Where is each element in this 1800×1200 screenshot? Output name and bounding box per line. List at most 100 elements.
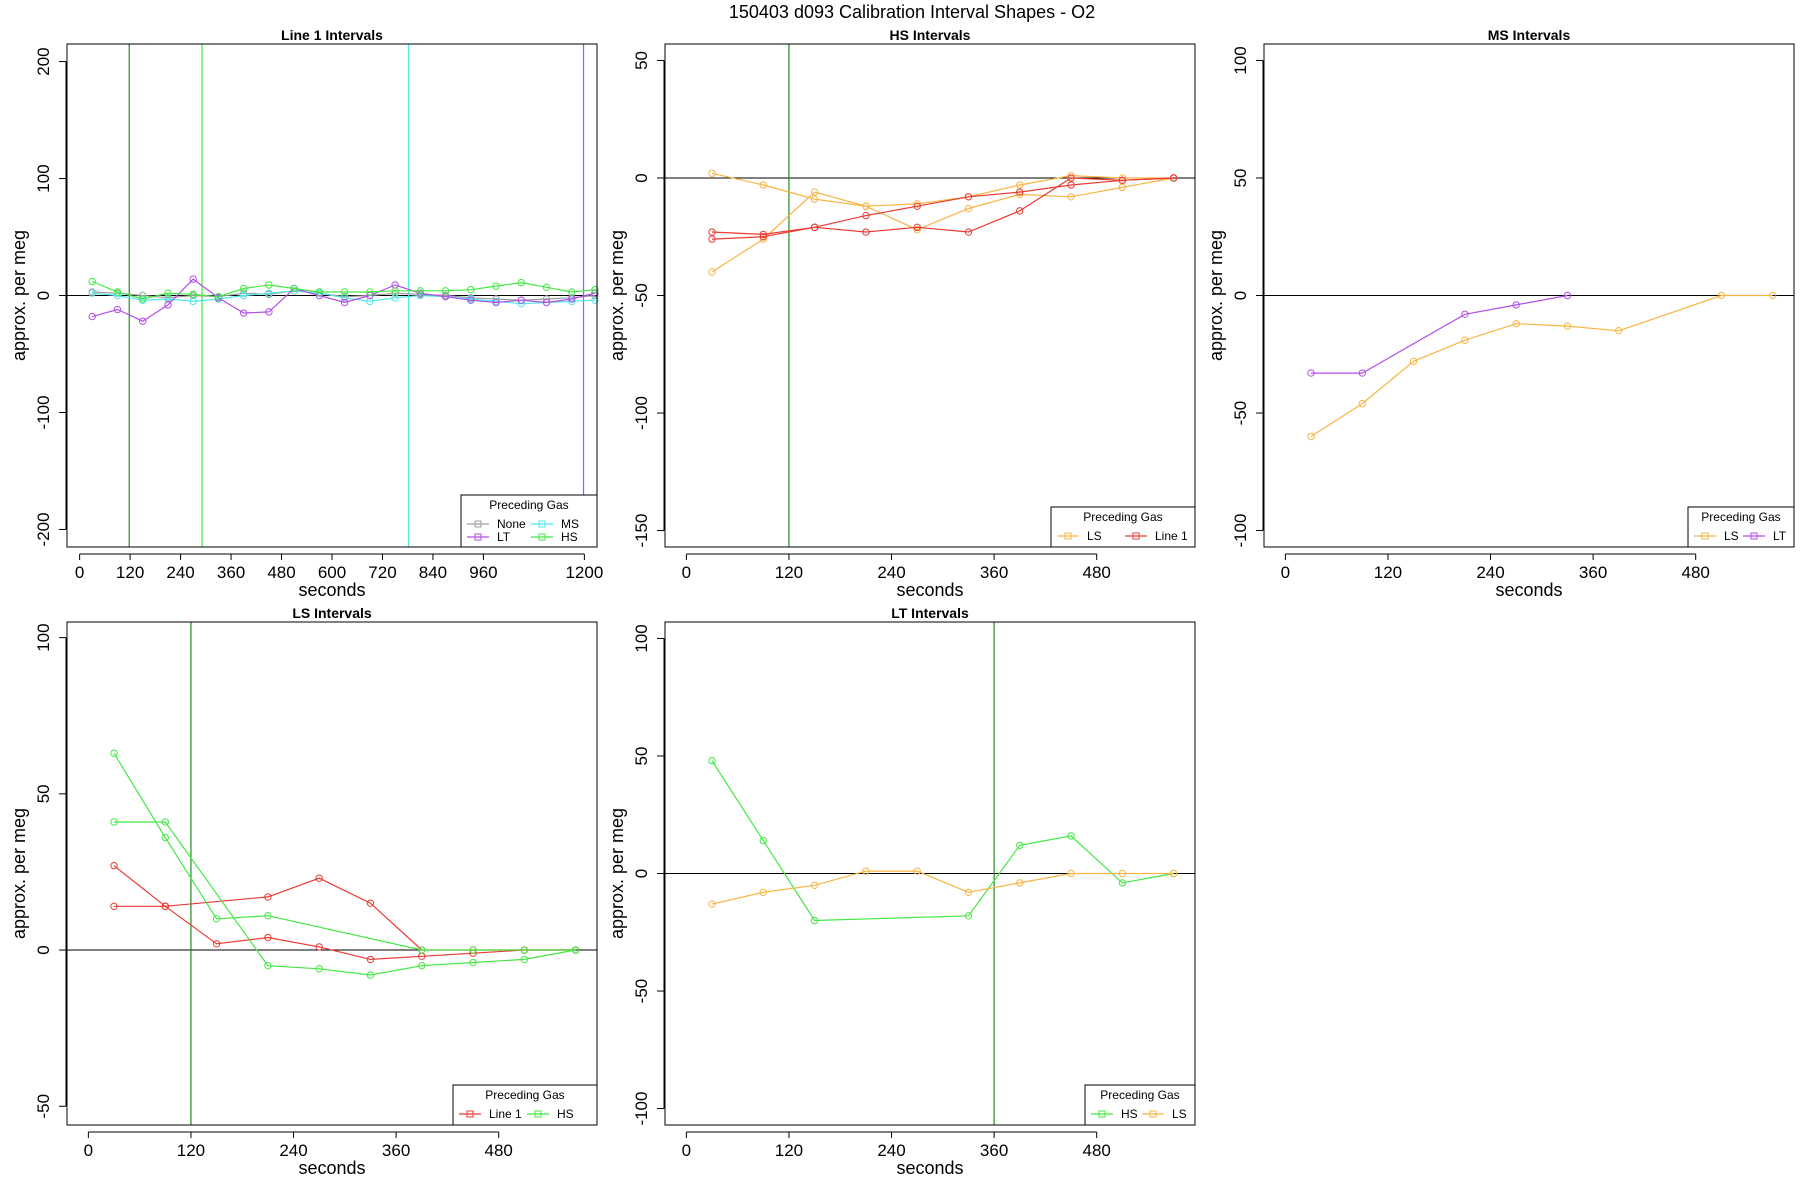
data-point-lt xyxy=(265,308,273,316)
data-point-ls xyxy=(1016,879,1024,887)
x-tick-label: 600 xyxy=(318,563,346,582)
data-point-line-1 xyxy=(913,223,921,232)
data-point-lt xyxy=(340,298,349,307)
x-tick-label: 120 xyxy=(177,1141,205,1160)
x-tick-label: 0 xyxy=(75,563,84,582)
legend-marker-none xyxy=(474,520,482,528)
data-point-hs xyxy=(212,915,221,923)
y-tick-label: -100 xyxy=(632,396,651,430)
legend-marker-hs xyxy=(534,1110,542,1118)
data-point-hs xyxy=(164,289,172,297)
data-point-ls xyxy=(1615,327,1623,335)
legend-marker-ls xyxy=(1701,532,1709,540)
data-point-hs xyxy=(88,277,96,286)
data-point-ms xyxy=(340,294,349,302)
data-point-hs xyxy=(110,749,118,757)
series-line-hs xyxy=(114,821,576,976)
data-point-ls xyxy=(810,195,819,203)
data-point-none xyxy=(239,289,248,297)
x-tick-label: 0 xyxy=(682,1141,691,1160)
y-tick-label: 0 xyxy=(34,945,53,954)
data-point-ls xyxy=(1118,183,1127,192)
panel-hs-intervals: HS Intervals 0 120 240 360 480 seconds -150 -100… xyxy=(607,27,1196,600)
data-point-ls xyxy=(1717,291,1726,300)
data-point-hs xyxy=(520,955,529,964)
data-point-line-1 xyxy=(708,235,716,243)
x-tick-label: 360 xyxy=(217,563,245,582)
x-tick-label: 360 xyxy=(1579,563,1607,582)
data-point-hs xyxy=(264,961,272,970)
legend: Preceding Gas LS LT xyxy=(1687,506,1795,548)
data-point-lt xyxy=(568,295,576,303)
data-point-line-1 xyxy=(366,899,375,907)
y-tick-label: 0 xyxy=(34,291,53,300)
series-line-ls xyxy=(1310,294,1773,438)
legend-label-lt: LT xyxy=(1773,529,1787,543)
y-tick-label: -100 xyxy=(1231,514,1250,548)
legend: Preceding Gas Line 1 HS xyxy=(452,1084,598,1126)
data-point-hs xyxy=(568,288,576,296)
data-point-hs xyxy=(214,292,223,301)
data-point-line-1 xyxy=(810,223,819,232)
data-point-hs xyxy=(492,282,500,290)
data-point-lt xyxy=(1563,291,1572,300)
y-tick-label: 100 xyxy=(1231,46,1250,74)
data-point-hs xyxy=(161,833,170,842)
y-tick-label: -150 xyxy=(632,514,651,548)
data-point-hs xyxy=(517,278,525,287)
y-tick-label: 0 xyxy=(632,173,651,182)
data-point-ls xyxy=(1307,432,1315,441)
series-line-ms xyxy=(92,290,595,305)
legend-label-ls: LS xyxy=(1087,529,1102,543)
legend-box xyxy=(452,1084,598,1126)
page-title: 150403 d093 Calibration Interval Shapes … xyxy=(729,2,1095,22)
y-tick-label: 50 xyxy=(34,784,53,803)
data-point-line-1 xyxy=(315,943,323,951)
data-point-ms xyxy=(239,291,248,300)
legend-marker-lt xyxy=(1750,532,1758,540)
legend-marker-lt xyxy=(474,533,482,541)
legend-title: Preceding Gas xyxy=(489,498,568,512)
y-tick-label: 100 xyxy=(632,624,651,652)
x-tick-label: 480 xyxy=(1083,1141,1111,1160)
data-point-lt xyxy=(1307,369,1315,377)
data-point-hs xyxy=(467,285,475,294)
plot-frame xyxy=(664,621,1196,1126)
legend-label-hs: HS xyxy=(1121,1107,1138,1121)
data-point-lt xyxy=(1358,369,1367,377)
data-point-ms xyxy=(391,294,399,302)
data-point-hs xyxy=(290,284,298,293)
plot-frame xyxy=(664,43,1196,548)
data-point-line-1 xyxy=(366,955,375,964)
data-point-lt xyxy=(467,296,475,304)
series-line-line-1 xyxy=(113,865,576,951)
y-tick-label: 50 xyxy=(632,51,651,70)
legend: Preceding Gas HS LS xyxy=(1084,1084,1196,1126)
plot-frame xyxy=(1263,43,1795,548)
data-point-line-1 xyxy=(264,933,272,942)
panel-title: LT Intervals xyxy=(891,605,969,621)
data-point-ls xyxy=(1461,336,1469,344)
y-tick-label: -50 xyxy=(1231,401,1250,426)
data-point-line-1 xyxy=(759,233,768,241)
data-point-lt xyxy=(139,317,147,325)
data-point-line-1 xyxy=(212,940,221,948)
x-tick-label: 840 xyxy=(419,563,447,582)
y-tick-label: -100 xyxy=(632,1092,651,1126)
data-point-hs xyxy=(113,288,122,296)
series-line-ls xyxy=(711,870,1174,905)
legend-label-hs: HS xyxy=(561,530,578,544)
legend-marker-hs xyxy=(538,533,546,541)
legend-box xyxy=(460,494,598,548)
plot-frame xyxy=(66,43,598,548)
data-point-hs xyxy=(520,946,529,954)
x-tick-label: 360 xyxy=(980,1141,1008,1160)
data-point-hs xyxy=(708,756,716,765)
data-point-hs xyxy=(139,295,147,303)
y-tick-label: 200 xyxy=(34,47,53,75)
data-point-ms xyxy=(591,296,599,304)
data-point-ls xyxy=(810,188,819,196)
x-axis-label: seconds xyxy=(1495,580,1562,600)
data-point-hs xyxy=(418,946,426,954)
data-point-hs xyxy=(1067,832,1075,840)
